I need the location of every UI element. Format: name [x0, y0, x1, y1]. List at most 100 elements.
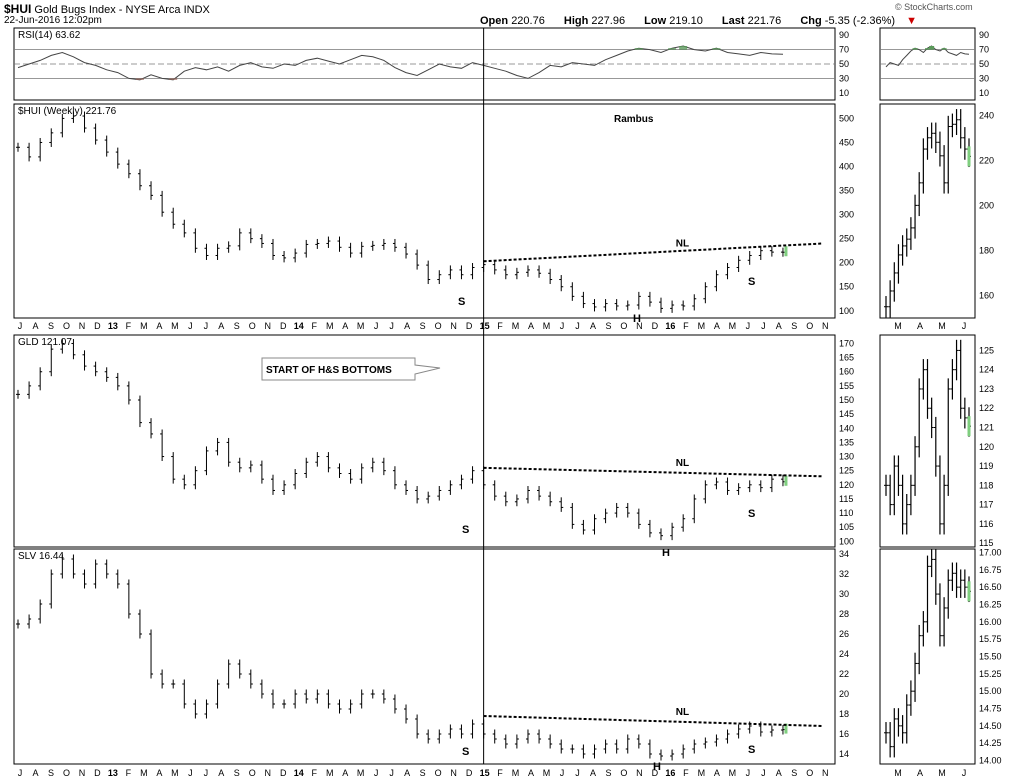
hui-x-tick-label: A: [714, 321, 720, 331]
gld-tick-label: 110: [839, 508, 853, 518]
high-value: 227.96: [591, 15, 626, 27]
rsi-line: [17, 45, 784, 81]
slv-x-tick-label: M: [729, 768, 737, 778]
hui-x-tick-label: 16: [665, 321, 675, 331]
zoom-rsi-tick-label: 30: [979, 73, 989, 83]
slv-tick-label: 14: [839, 749, 849, 759]
hui-x-tick-label: O: [63, 321, 70, 331]
hui-x-tick-label: S: [605, 321, 611, 331]
zoom-rsi-tick-label: 10: [979, 88, 989, 98]
slv-x-tick-label: O: [806, 768, 813, 778]
hui-x-tick-label: D: [280, 321, 287, 331]
hui-x-tick-label: N: [822, 321, 829, 331]
zoom-hui-tick-label: 220: [979, 155, 994, 165]
zoom-slv-tick-label: 15.00: [979, 686, 1002, 696]
slv-x-tick-label: J: [188, 768, 193, 778]
slv-tick-label: 26: [839, 629, 849, 639]
hui-tick-label: 500: [839, 113, 854, 123]
slv-x-tick-label: 14: [294, 768, 304, 778]
zoom-slv-tick-label: 16.75: [979, 565, 1002, 575]
hui-x-tick-label: O: [249, 321, 256, 331]
slv-x-tick-label: M: [543, 768, 551, 778]
hui-x-tick-label: S: [234, 321, 240, 331]
slv-panel-frame: [13, 548, 836, 765]
zoom-gld-tick-label: 120: [979, 442, 994, 452]
gld-neckline: [483, 466, 824, 478]
gld-tick-label: 140: [839, 423, 854, 433]
hui-x-tick-label: A: [342, 321, 348, 331]
gld-tick-label: 100: [839, 536, 854, 546]
zoom-slv-month-label: J: [962, 768, 967, 778]
slv-last-bar-highlight: [784, 723, 788, 734]
zoom-gld-panel-frame: [879, 334, 976, 548]
zoom-rsi-overbought-fill: [929, 46, 935, 50]
hui-x-tick-label: J: [374, 321, 379, 331]
slv-x-tick-label: M: [512, 768, 520, 778]
gld-tick-label: 150: [839, 395, 854, 405]
zoom-hui-tick-label: 200: [979, 200, 994, 210]
hui-tick-label: 400: [839, 162, 854, 172]
last-value: 221.76: [747, 15, 782, 27]
slv-tick-label: 24: [839, 649, 849, 659]
zoom-slv-tick-label: 17.00: [979, 547, 1002, 557]
zoom-hui-month-label: M: [894, 321, 902, 331]
slv-x-tick-label: M: [140, 768, 148, 778]
slv-x-tick-label: J: [560, 768, 565, 778]
hui-x-tick-label: A: [776, 321, 782, 331]
slv-tick-label: 16: [839, 729, 849, 739]
zoom-slv-tick-label: 16.50: [979, 582, 1002, 592]
chart-title: $HUI Gold Bugs Index - NYSE Arca INDX: [4, 2, 210, 16]
slv-tick-label: 20: [839, 689, 849, 699]
hui-title: $HUI (Weekly) 221.76: [18, 106, 117, 117]
hui-x-tick-label: A: [218, 321, 224, 331]
zoom-hui-panel-frame: [879, 103, 976, 319]
slv-x-tick-label: S: [420, 768, 426, 778]
slv-x-tick-label: J: [761, 768, 766, 778]
hui-tick-label: 450: [839, 137, 854, 147]
hui-x-tick-label: N: [265, 321, 272, 331]
gld-tick-label: 115: [839, 494, 853, 504]
hui-x-tick-label: F: [126, 321, 132, 331]
rsi-oversold-fill: [135, 78, 144, 80]
start-callout-text: START OF H&S BOTTOMS: [266, 365, 392, 376]
slv-left-shoulder-label: S: [462, 746, 469, 758]
slv-x-tick-label: O: [435, 768, 442, 778]
hui-x-tick-label: 14: [294, 321, 304, 331]
hui-x-tick-label: M: [512, 321, 520, 331]
slv-x-tick-label: 16: [665, 768, 675, 778]
hui-right-shoulder-label: S: [748, 276, 755, 288]
rsi-overbought-fill: [712, 48, 721, 50]
gld-last-bar-highlight: [784, 475, 788, 486]
hui-tick-label: 250: [839, 234, 854, 244]
zoom-rsi-tick-label: 50: [979, 59, 989, 69]
slv-x-tick-label: F: [497, 768, 503, 778]
gld-left-shoulder-label: S: [462, 524, 469, 536]
hui-x-tick-label: N: [636, 321, 643, 331]
slv-tick-label: 18: [839, 709, 849, 719]
gld-tick-label: 165: [839, 353, 854, 363]
slv-x-tick-label: N: [450, 768, 457, 778]
zoom-gld-tick-label: 123: [979, 384, 994, 394]
rsi-overbought-fill: [679, 46, 688, 50]
rsi-overbought-fill: [634, 48, 643, 50]
zoom-slv-tick-label: 15.50: [979, 652, 1002, 662]
slv-neckline: [483, 715, 824, 727]
slv-x-tick-label: A: [404, 768, 410, 778]
hui-tick-label: 200: [839, 258, 854, 268]
slv-x-tick-label: J: [204, 768, 209, 778]
hui-x-tick-label: F: [497, 321, 503, 331]
hui-x-tick-label: J: [560, 321, 565, 331]
zoom-hui-month-label: J: [962, 321, 967, 331]
gld-head-label: H: [662, 547, 670, 559]
slv-x-tick-label: F: [126, 768, 132, 778]
down-arrow-icon: ▼: [906, 15, 918, 27]
hui-last-bar-highlight: [784, 246, 788, 257]
gld-tick-label: 155: [839, 381, 854, 391]
hui-x-tick-label: M: [171, 321, 179, 331]
slv-tick-label: 32: [839, 569, 849, 579]
slv-x-tick-label: S: [234, 768, 240, 778]
rsi-tick-label: 30: [839, 73, 849, 83]
hui-left-shoulder-label: S: [458, 296, 465, 308]
hui-x-tick-label: J: [18, 321, 23, 331]
zoom-gld-tick-label: 124: [979, 365, 994, 375]
